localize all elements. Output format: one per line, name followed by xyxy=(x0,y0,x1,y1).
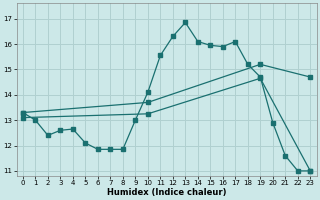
X-axis label: Humidex (Indice chaleur): Humidex (Indice chaleur) xyxy=(107,188,226,197)
